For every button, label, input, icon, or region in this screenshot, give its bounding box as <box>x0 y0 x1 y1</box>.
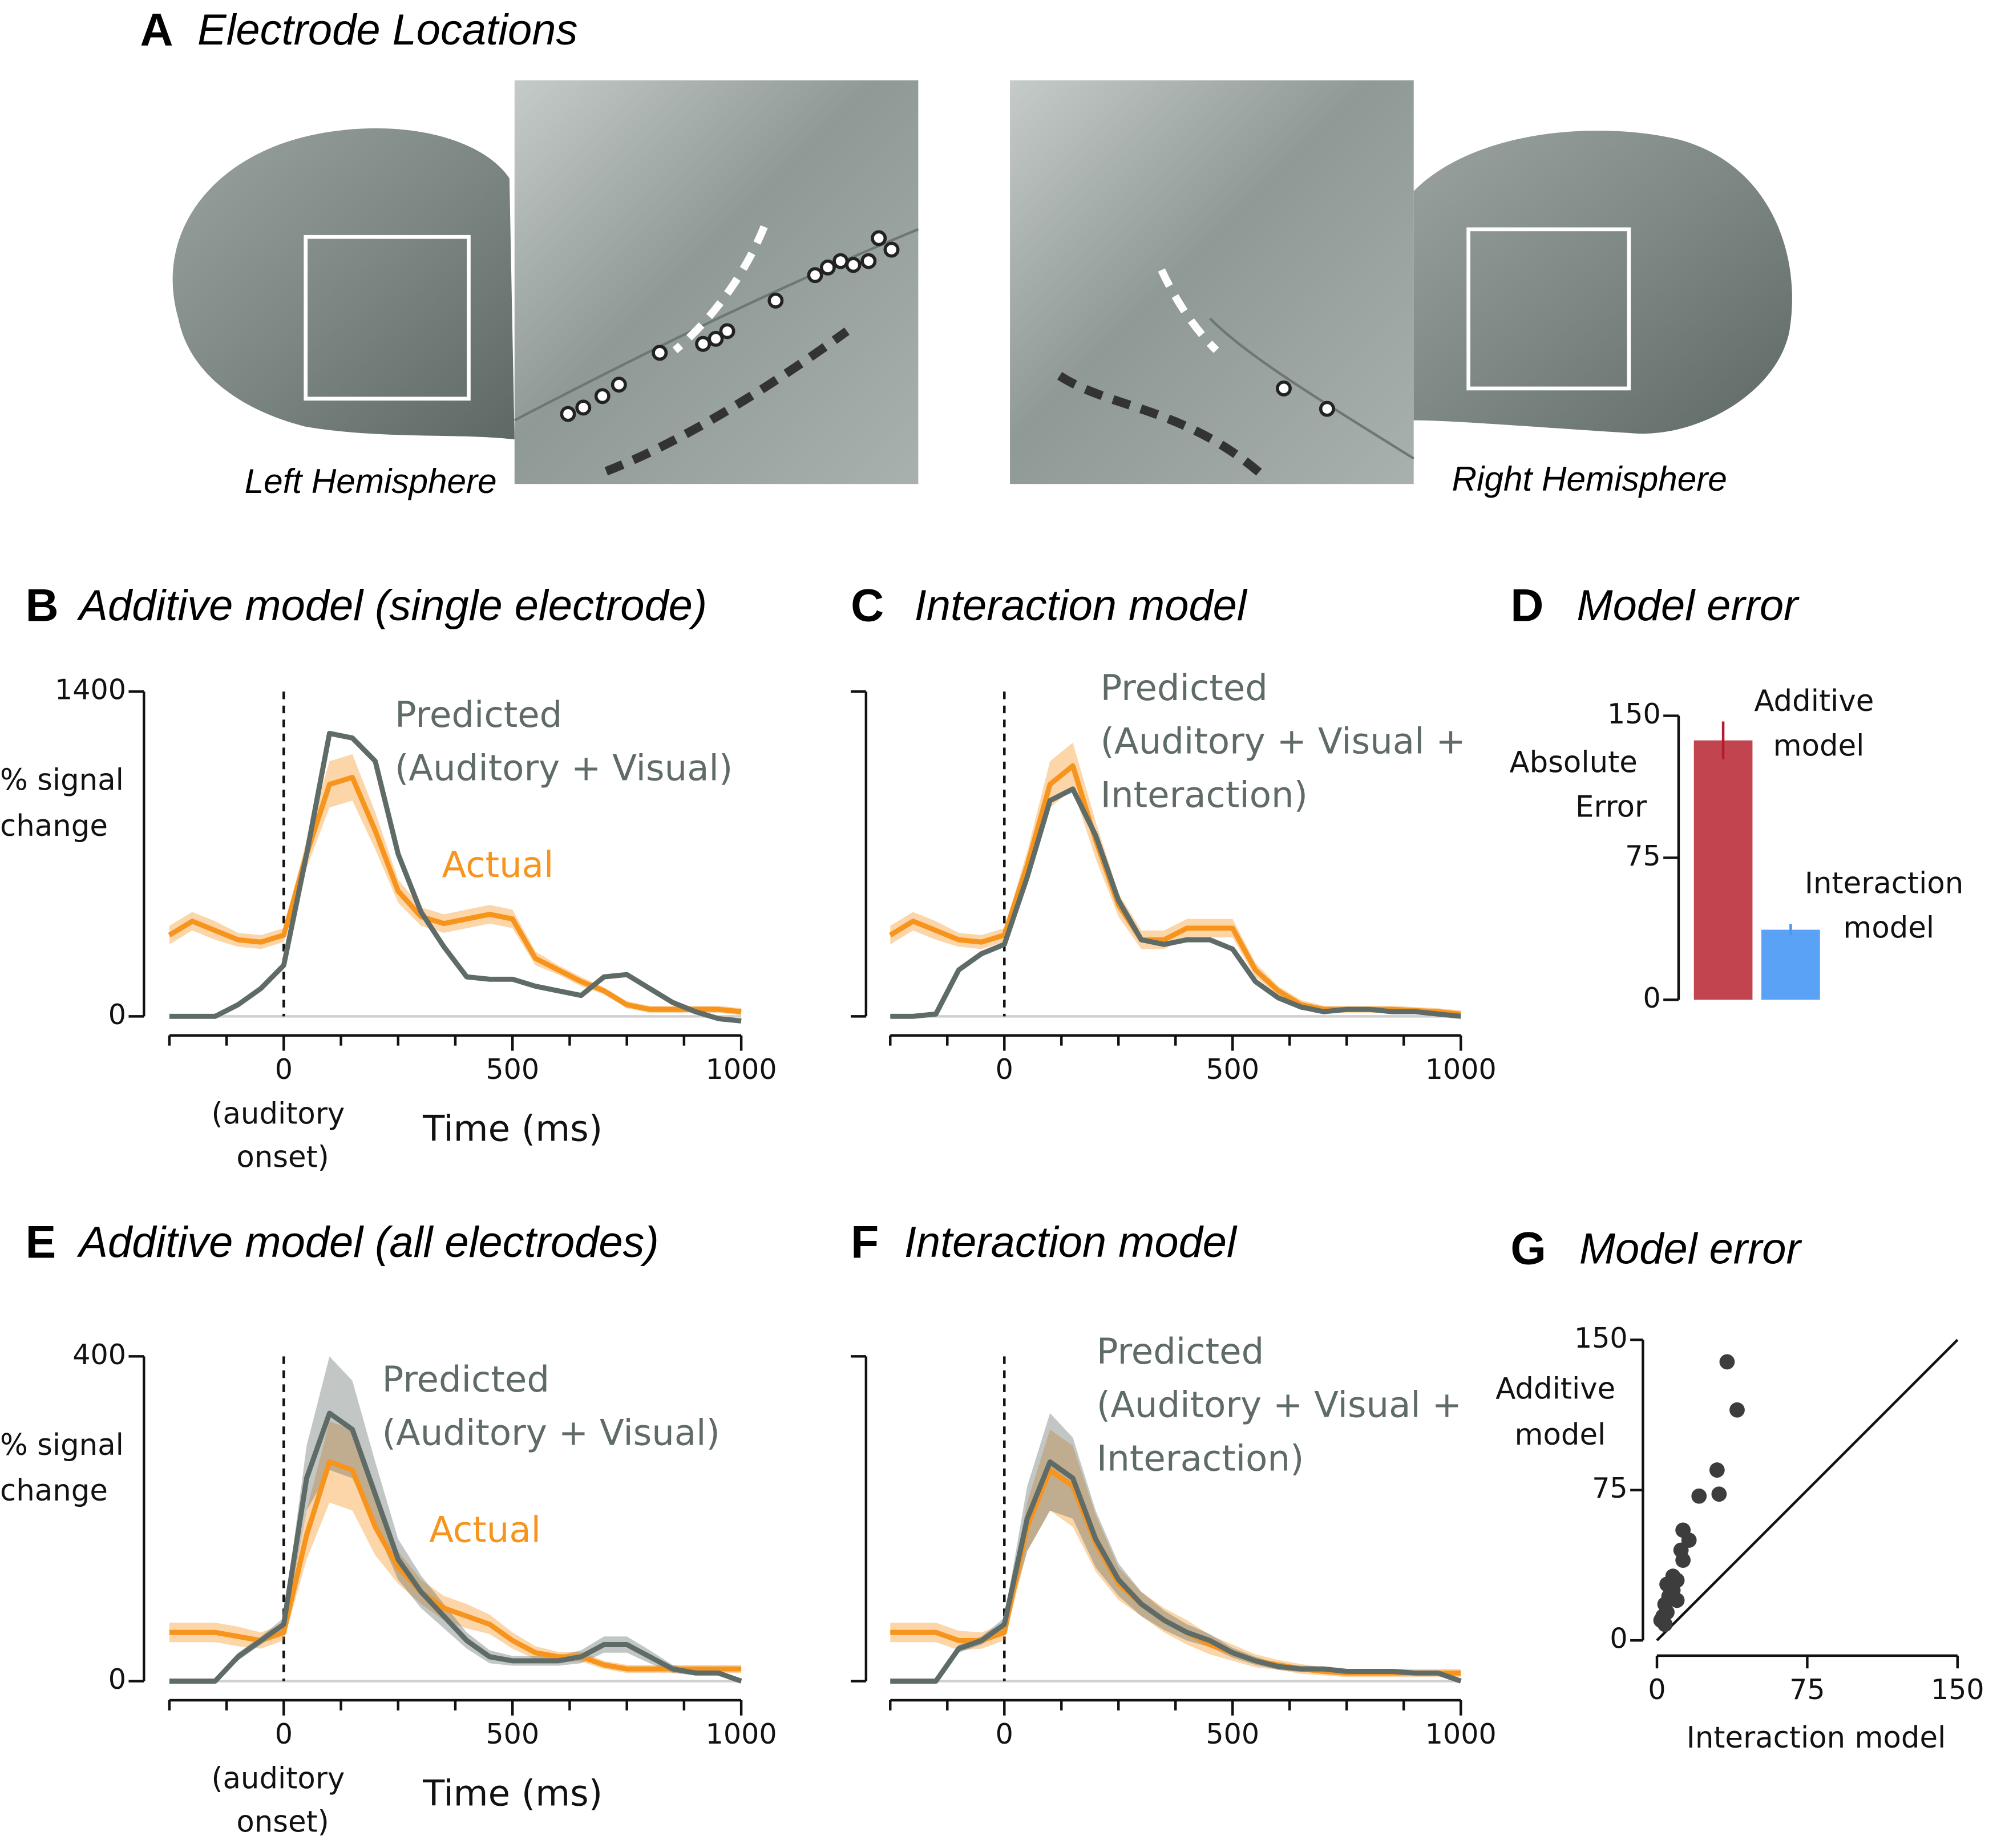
x-tick-label: 0 <box>1648 1673 1665 1706</box>
x-note: (auditory onset) <box>211 1762 354 1839</box>
series-label: Actual <box>442 844 554 885</box>
hemisphere-label: Right Hemisphere <box>1452 459 1727 498</box>
series-line <box>168 775 742 1014</box>
sulcus <box>1208 317 1414 460</box>
point <box>1675 1552 1691 1568</box>
left-electrodes <box>560 230 900 422</box>
left-inset <box>514 80 919 484</box>
series-line <box>169 730 742 1024</box>
white-dash <box>672 225 768 354</box>
point <box>1729 1402 1745 1418</box>
y-tick-label: 150 <box>1574 1321 1628 1354</box>
series-line <box>890 1459 1462 1684</box>
y-tick-label: 0 <box>1610 1622 1627 1655</box>
left-brain <box>172 128 515 440</box>
x-tick-label: 500 <box>1206 1053 1259 1086</box>
panel-title: Interaction model <box>915 581 1248 630</box>
right-electrodes <box>1276 380 1335 417</box>
bar <box>1761 929 1820 1000</box>
panel-letter: E <box>26 1216 56 1268</box>
x-tick-label: 75 <box>1789 1673 1825 1706</box>
panel-title: Additive model (single electrode) <box>76 581 707 630</box>
y-axis-label: Absolute Error <box>1510 745 1648 824</box>
point <box>1669 1592 1685 1608</box>
right-inset <box>1010 80 1414 484</box>
y-axis-label: % signal change <box>0 763 133 843</box>
y-tick-label: 400 <box>72 1338 126 1371</box>
panel-title: Model error <box>1576 581 1800 630</box>
series-label: Actual <box>429 1509 541 1550</box>
point <box>1711 1486 1727 1502</box>
x-tick-label: 500 <box>486 1717 539 1750</box>
series-label: Predicted (Auditory + Visual) <box>395 694 733 789</box>
point <box>1691 1488 1707 1504</box>
panel-letter: G <box>1510 1223 1546 1274</box>
panel-title: Model error <box>1579 1224 1802 1273</box>
x-tick-label: 1000 <box>706 1717 777 1750</box>
y-tick-label: 75 <box>1625 839 1660 872</box>
y-axis-label: Additive model <box>1495 1372 1624 1452</box>
x-tick-label: 1000 <box>706 1053 777 1086</box>
x-axis-label: Interaction model <box>1687 1721 1946 1755</box>
panel-a-images <box>172 80 1792 484</box>
right-zoom-box <box>1466 227 1631 391</box>
error-band <box>169 1356 742 1683</box>
point <box>1709 1462 1725 1478</box>
left-zoom-box <box>304 234 471 401</box>
dark-dash <box>604 327 850 476</box>
category-label: Additive model <box>1754 684 1883 763</box>
point <box>1657 1616 1673 1632</box>
y-tick-label: 75 <box>1592 1471 1627 1505</box>
y-tick-label: 0 <box>108 1663 126 1696</box>
x-tick-label: 150 <box>1931 1673 1984 1706</box>
series-label: Predicted (Auditory + Visual + Interacti… <box>1097 1331 1473 1479</box>
white-dash <box>1158 268 1219 353</box>
y-tick-label: 150 <box>1607 697 1661 730</box>
right-brain <box>1413 131 1792 434</box>
error-band <box>169 1421 742 1673</box>
panel-title: Additive model (all electrodes) <box>76 1218 658 1267</box>
series-label: Predicted (Auditory + Visual) <box>382 1358 720 1454</box>
y-tick-label: 1400 <box>55 673 126 706</box>
x-tick-label: 0 <box>275 1053 293 1086</box>
sulcus <box>514 228 919 422</box>
x-axis-label: Time (ms) <box>422 1107 603 1149</box>
series-label: Predicted (Auditory + Visual + Interacti… <box>1101 667 1477 815</box>
y-tick-label: 0 <box>1643 981 1660 1014</box>
dark-dash <box>1057 372 1264 478</box>
category-label: Interaction model <box>1805 866 1973 945</box>
x-note: (auditory onset) <box>211 1097 354 1174</box>
panel-letter: C <box>851 580 884 631</box>
panel-title: Interaction model <box>904 1218 1238 1267</box>
x-tick-label: 0 <box>275 1717 293 1750</box>
x-tick-label: 1000 <box>1425 1717 1497 1750</box>
panel-title: Electrode Locations <box>197 6 577 54</box>
panel-letter: A <box>140 4 173 55</box>
x-tick-label: 0 <box>996 1717 1013 1750</box>
error-band <box>890 1413 1461 1683</box>
series-line <box>169 1410 742 1684</box>
x-tick-label: 500 <box>1206 1717 1259 1750</box>
panel-letter: B <box>26 580 59 631</box>
panel-letter: D <box>1510 580 1543 631</box>
point <box>1719 1354 1735 1370</box>
bar <box>1693 740 1753 1000</box>
identity-line <box>1656 1339 1959 1641</box>
x-tick-label: 1000 <box>1425 1053 1497 1086</box>
error-band <box>890 1429 1461 1677</box>
x-axis-label: Time (ms) <box>422 1772 603 1814</box>
y-axis-label: % signal change <box>0 1428 133 1508</box>
y-tick-label: 0 <box>108 998 126 1031</box>
x-tick-label: 500 <box>486 1053 539 1086</box>
series-line <box>890 786 1461 1019</box>
hemisphere-label: Left Hemisphere <box>245 462 497 500</box>
x-tick-label: 0 <box>996 1053 1013 1086</box>
panel-letter: F <box>851 1216 879 1268</box>
